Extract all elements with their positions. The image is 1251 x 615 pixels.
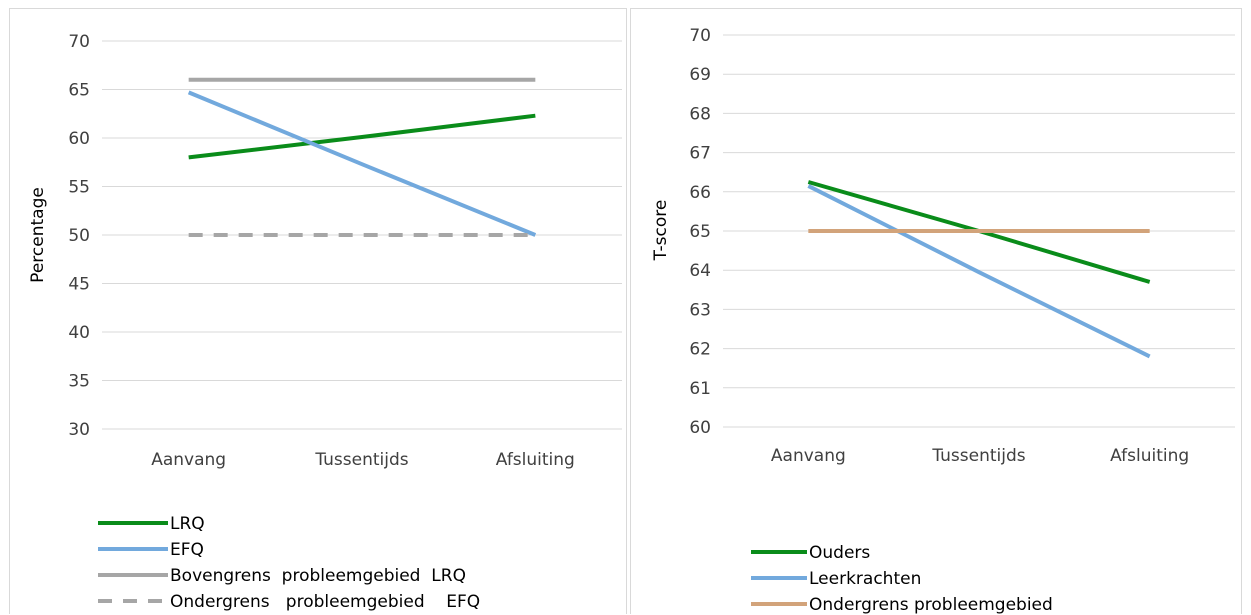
y-axis-title: Percentage (28, 187, 48, 283)
x-tick-label-afsluiting: Afsluiting (496, 450, 575, 470)
x-tick-label-aanvang: Aanvang (151, 450, 226, 470)
legend-label-4: Ondergrens probleemgebied EFQ (170, 592, 480, 612)
legend-label-2: Leerkrachten (809, 569, 921, 589)
y-tick-label: 50 (68, 226, 90, 246)
y-tick-label: 45 (68, 275, 90, 295)
y-tick-label: 70 (68, 32, 90, 52)
percentage-line-chart: 30 35 40 45 50 55 60 65 70 Aanvang Tussentijds Afsl… (28, 32, 622, 612)
y-tick-label: 62 (689, 340, 711, 360)
y-tick-label: 35 (68, 372, 90, 392)
chart-panel-tscore: 60 61 62 63 64 65 66 67 68 69 70 Aanvang Tussentijds… (630, 8, 1242, 615)
y-axis-title: T-score (651, 200, 671, 262)
y-tick-label: 69 (689, 65, 711, 85)
legend-label-2: EFQ (170, 540, 204, 560)
y-tick-label: 65 (68, 81, 90, 101)
y-tick-label: 64 (689, 261, 711, 281)
y-tick-label: 65 (689, 222, 711, 242)
y-tick-label: 40 (68, 323, 90, 343)
y-tick-label: 70 (689, 26, 711, 46)
chart-panel-percentage: 30 35 40 45 50 55 60 65 70 Aanvang Tussentijds Afsl… (9, 8, 627, 614)
series-line-1 (188, 113, 536, 160)
series-line-2 (807, 184, 1151, 359)
y-tick-label: 63 (689, 300, 711, 320)
x-tick-label-afsluiting: Afsluiting (1110, 446, 1189, 466)
legend-label-1: LRQ (170, 514, 205, 534)
legend-label-3: Ondergrens probleemgebied (809, 595, 1053, 615)
y-tick-label: 55 (68, 178, 90, 198)
legend-label-1: Ouders (809, 543, 870, 563)
y-tick-label: 66 (689, 183, 711, 203)
legend-label-3: Bovengrens probleemgebied LRQ (170, 566, 466, 586)
series-line-2 (187, 90, 537, 237)
y-tick-label: 60 (689, 418, 711, 438)
y-tick-label: 60 (68, 129, 90, 149)
y-tick-label: 30 (68, 420, 90, 440)
y-tick-label: 67 (689, 144, 711, 164)
x-tick-label-tussentijds: Tussentijds (931, 446, 1025, 466)
tscore-line-chart: 60 61 62 63 64 65 66 67 68 69 70 Aanvang Tussentijds… (651, 26, 1235, 615)
x-tick-label-tussentijds: Tussentijds (314, 450, 408, 470)
y-tick-label: 68 (689, 104, 711, 124)
x-tick-label-aanvang: Aanvang (771, 446, 846, 466)
y-tick-label: 61 (689, 379, 711, 399)
